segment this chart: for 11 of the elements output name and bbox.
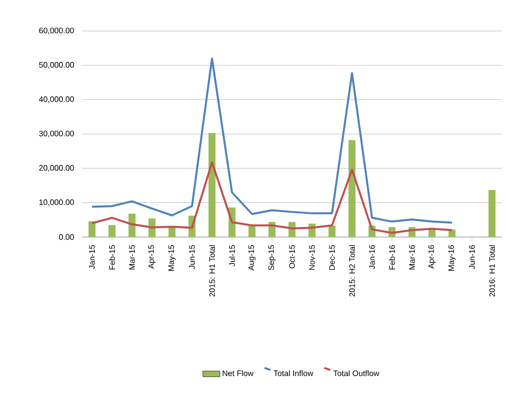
line-series bbox=[91, 57, 454, 224]
bar bbox=[88, 221, 96, 237]
bar bbox=[208, 132, 216, 237]
bar bbox=[328, 226, 336, 237]
bar bbox=[128, 214, 136, 237]
bar bbox=[168, 227, 176, 237]
bar bbox=[348, 140, 356, 237]
bar bbox=[248, 225, 256, 237]
bar bbox=[108, 224, 116, 237]
bar bbox=[488, 190, 496, 237]
line-series bbox=[91, 161, 454, 234]
